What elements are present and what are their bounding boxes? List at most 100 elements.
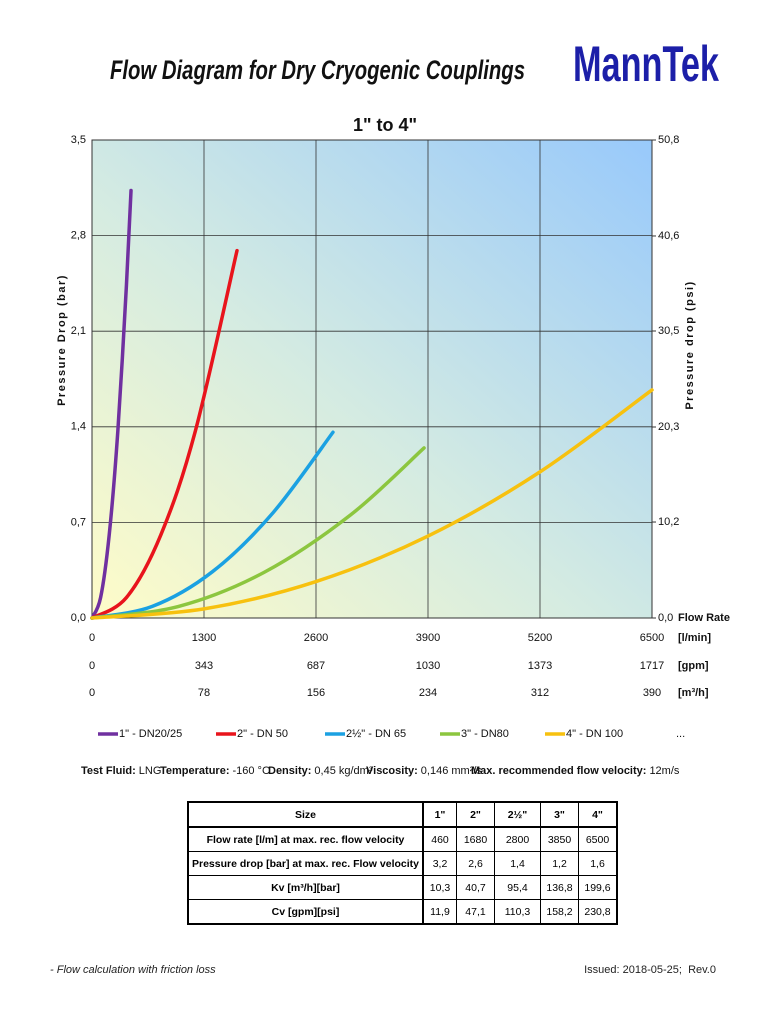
- flow-curve: [90, 430, 335, 620]
- x-secondary-tick-label: 1030: [416, 660, 440, 672]
- x-axis-label: Flow Rate: [678, 612, 730, 624]
- flow-curve: [90, 446, 426, 620]
- plot-area: [92, 140, 652, 618]
- table-row: Kv [m³/h][bar] 10,3 40,7 95,4 136,8 199,6: [187, 875, 618, 900]
- x-unit: [gpm]: [678, 660, 709, 672]
- x-secondary-tick-label: 0: [89, 660, 95, 672]
- y2-tick-label: 30,5: [658, 325, 679, 337]
- y-axis-label: Pressure Drop (bar): [56, 274, 68, 406]
- x-secondary-tick-label: 1373: [528, 660, 552, 672]
- x-unit: [l/min]: [678, 632, 711, 644]
- table-cell: 1,2: [540, 851, 579, 876]
- x-secondary-tick-label: 156: [307, 687, 325, 699]
- y-tick-label: 2,1: [71, 325, 86, 337]
- legend-label: 3" - DN80: [461, 728, 509, 740]
- y2-tick-label: 0,0: [658, 612, 673, 624]
- table-cell: 2½": [494, 801, 541, 828]
- flow-curve: [90, 188, 133, 620]
- page-title: Flow Diagram for Dry Cryogenic Couplings: [110, 55, 525, 85]
- table-cell: Cv [gpm][psi]: [187, 899, 424, 925]
- legend-label: 4" - DN 100: [566, 728, 623, 740]
- y2-tick-label: 20,3: [658, 421, 679, 433]
- table-row: Pressure drop [bar] at max. rec. Flow ve…: [187, 851, 618, 876]
- x-secondary-tick-label: 0: [89, 687, 95, 699]
- logo: MannTek: [573, 36, 719, 92]
- x-tick-label: 0: [89, 632, 95, 644]
- table-cell: Pressure drop [bar] at max. rec. Flow ve…: [187, 851, 424, 876]
- table-cell: 47,1: [456, 899, 495, 925]
- condition-value: 0,45 kg/dm³: [314, 765, 372, 777]
- table-cell: 2800: [494, 826, 541, 852]
- condition-value: -160 °C: [232, 765, 269, 777]
- y-tick-label: 3,5: [71, 134, 86, 146]
- y2-axis-label: Pressure drop (psi): [684, 280, 696, 409]
- table-cell: Kv [m³/h][bar]: [187, 875, 424, 900]
- table-cell: 10,3: [422, 875, 457, 900]
- test-condition: Viscosity: 0,146 mm²/s: [366, 765, 482, 777]
- x-unit: [m³/h]: [678, 687, 709, 699]
- table-cell: 3,2: [422, 851, 457, 876]
- y-tick-label: 0,7: [71, 516, 86, 528]
- x-secondary-tick-label: 687: [307, 660, 325, 672]
- y-tick-label: 0,0: [71, 612, 86, 624]
- x-tick-label: 3900: [416, 632, 440, 644]
- table-cell: Flow rate [l/m] at max. rec. flow veloci…: [187, 826, 424, 852]
- data-table: Size 1" 2" 2½" 3" 4" Flow rate [l/m] at max. r…: [187, 801, 618, 925]
- table-cell: 40,7: [456, 875, 495, 900]
- condition-label: Viscosity:: [366, 765, 418, 777]
- y2-tick-label: 50,8: [658, 134, 679, 146]
- test-condition: Test Fluid: LNG: [81, 765, 161, 777]
- table-cell: 4": [578, 801, 618, 828]
- table-row: Flow rate [l/m] at max. rec. flow veloci…: [187, 826, 618, 852]
- table-cell: 460: [422, 826, 457, 852]
- table-cell: 1,4: [494, 851, 541, 876]
- table-cell: 230,8: [578, 899, 618, 925]
- condition-value: 12m/s: [649, 765, 679, 777]
- issued: Issued: 2018-05-25; Rev.0: [584, 964, 716, 976]
- table-cell: 11,9: [422, 899, 457, 925]
- x-tick-label: 2600: [304, 632, 328, 644]
- table-cell: 3": [540, 801, 579, 828]
- x-secondary-tick-label: 390: [643, 687, 661, 699]
- x-secondary-tick-label: 1717: [640, 660, 664, 672]
- table-cell: 2,6: [456, 851, 495, 876]
- y-tick-label: 2,8: [71, 230, 86, 242]
- table-row: Cv [gpm][psi] 11,9 47,1 110,3 158,2 230,8: [187, 899, 618, 925]
- x-tick-label: 1300: [192, 632, 216, 644]
- condition-label: Test Fluid:: [81, 765, 136, 777]
- y2-tick-label: 40,6: [658, 230, 679, 242]
- table-cell: 1680: [456, 826, 495, 852]
- x-secondary-tick-label: 343: [195, 660, 213, 672]
- y2-tick-label: 10,2: [658, 516, 679, 528]
- condition-value: 0,146 mm²/s: [421, 765, 483, 777]
- x-secondary-tick-label: 78: [198, 687, 210, 699]
- table-cell: Size: [187, 801, 424, 828]
- test-condition: Max. recommended flow velocity: 12m/s: [471, 765, 680, 777]
- table-cell: 2": [456, 801, 495, 828]
- x-tick-label: 5200: [528, 632, 552, 644]
- x-secondary-tick-label: 234: [419, 687, 437, 699]
- condition-value: LNG: [139, 765, 162, 777]
- table-row: Size 1" 2" 2½" 3" 4": [187, 801, 618, 828]
- table-cell: 3850: [540, 826, 579, 852]
- chart-title: 1" to 4": [353, 115, 417, 135]
- table-cell: 1": [422, 801, 457, 828]
- condition-label: Max. recommended flow velocity:: [471, 765, 646, 777]
- condition-label: Temperature:: [160, 765, 229, 777]
- table-cell: 136,8: [540, 875, 579, 900]
- test-condition: Density: 0,45 kg/dm³: [268, 765, 373, 777]
- footnote: - Flow calculation with friction loss: [50, 964, 216, 976]
- table-cell: 110,3: [494, 899, 541, 925]
- table-cell: 6500: [578, 826, 618, 852]
- legend-more: ...: [676, 728, 685, 740]
- legend-label: 1" - DN20/25: [119, 728, 182, 740]
- condition-label: Density:: [268, 765, 311, 777]
- table-cell: 1,6: [578, 851, 618, 876]
- x-tick-label: 6500: [640, 632, 664, 644]
- table-cell: 95,4: [494, 875, 541, 900]
- plot-border: [91, 139, 653, 619]
- table-cell: 158,2: [540, 899, 579, 925]
- y-tick-label: 1,4: [71, 421, 86, 433]
